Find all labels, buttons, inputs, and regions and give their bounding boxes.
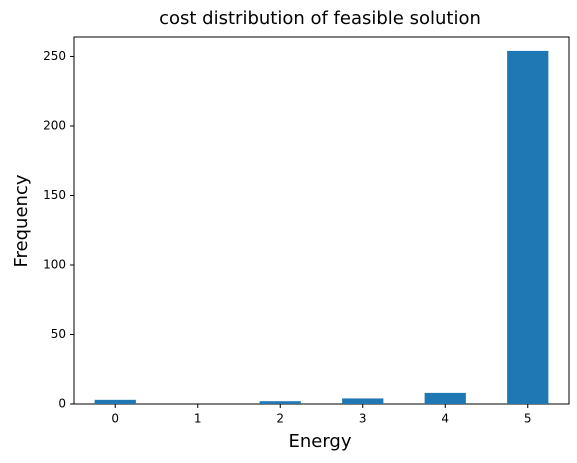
plot-frame <box>73 36 570 405</box>
bar <box>342 398 384 404</box>
x-tick-label: 3 <box>359 412 367 426</box>
x-tick-label: 4 <box>441 412 449 426</box>
y-tick-label: 200 <box>43 118 66 132</box>
chart-title: cost distribution of feasible solution <box>159 8 481 29</box>
y-tick-label: 50 <box>51 327 66 341</box>
y-tick-label: 250 <box>43 49 66 63</box>
x-tick-label: 1 <box>194 412 202 426</box>
x-axis-label: Energy <box>288 431 351 452</box>
x-tick-label: 5 <box>524 412 532 426</box>
y-tick-label: 100 <box>43 257 66 271</box>
bar <box>507 50 549 404</box>
bar <box>94 399 136 404</box>
x-tick-label: 0 <box>111 412 119 426</box>
bar <box>259 401 301 404</box>
bar <box>424 392 466 404</box>
y-tick-label: 150 <box>43 188 66 202</box>
y-tick-label: 0 <box>58 397 66 411</box>
y-axis-label: Frequency <box>11 174 32 267</box>
x-tick-label: 2 <box>276 412 284 426</box>
